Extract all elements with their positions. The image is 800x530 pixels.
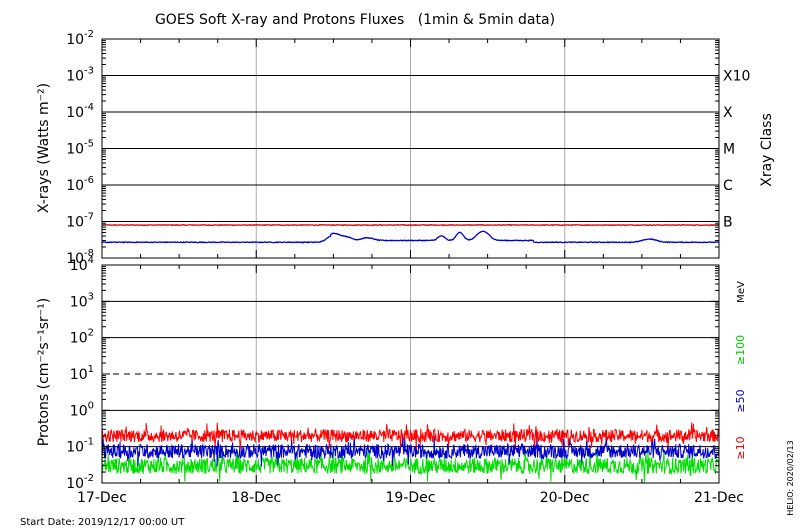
y-tick-label: 103: [70, 291, 94, 310]
xray-series-line: [101, 223, 720, 227]
y-tick-label: 100: [70, 400, 94, 419]
proton-y-axis-label: Protons (cm⁻²s⁻¹sr⁻¹): [36, 298, 52, 447]
y-tick-label: 104: [70, 255, 94, 274]
y-tick-label: 10-7: [66, 212, 94, 231]
y-tick-label: 10-3: [66, 66, 94, 85]
xray-class-axis-label: Xray Class: [759, 113, 775, 187]
x-tick-labels: 17-Dec 18-Dec 19-Dec 20-Dec 21-Dec: [77, 39, 744, 506]
xray-class-label: B: [723, 215, 733, 231]
legend-ge50: ≥50: [734, 389, 747, 412]
x-tick-label: 17-Dec: [77, 490, 127, 506]
xray-class-label: X10: [723, 69, 750, 85]
proton-series-line: [101, 447, 720, 483]
y-tick-label: 102: [70, 328, 94, 347]
start-date: Start Date: 2019/12/17 00:00 UT: [20, 517, 185, 528]
xray-class-label: C: [723, 178, 733, 194]
xray-class-labels: B C M X X10: [723, 69, 750, 231]
y-tick-label: 10-2: [66, 473, 94, 492]
xray-series: [101, 223, 720, 244]
xray-grid: [102, 39, 719, 258]
x-tick-label: 21-Dec: [694, 490, 744, 506]
legend-ge100: ≥100: [734, 335, 747, 365]
chart-title: GOES Soft X-ray and Protons Fluxes (1min…: [155, 12, 555, 28]
credit-label: HELIO: 2020/02/13: [786, 440, 795, 515]
xray-y-tick-labels: 10-8 10-7 10-6 10-5 10-4 10-3 10-2: [66, 29, 719, 267]
y-tick-label: 10-1: [66, 437, 94, 456]
xray-series-line: [101, 230, 720, 244]
xray-class-label: M: [723, 142, 735, 158]
y-tick-label: 10-8: [66, 248, 94, 267]
x-tick-label: 20-Dec: [540, 490, 590, 506]
proton-y-tick-labels: 10-2 10-1 100 101 102 103 104: [66, 255, 719, 492]
xray-y-axis-label: X-rays (Watts m⁻²): [36, 83, 52, 213]
proton-unit-label: MeV: [736, 281, 747, 303]
proton-series: [101, 422, 720, 483]
proton-panel: 10-2 10-1 100 101 102 103 104 Protons (cm⁻²s⁻¹…: [36, 255, 747, 492]
proton-series-line: [101, 435, 720, 467]
y-tick-label: 10-2: [66, 29, 94, 48]
y-tick-label: 10-4: [66, 102, 94, 121]
x-tick-label: 18-Dec: [231, 490, 281, 506]
xray-panel: 10-8 10-7 10-6 10-5 10-4 10-3 10-2 B C M X X10 X-r…: [36, 29, 775, 267]
x-tick-label: 19-Dec: [386, 490, 436, 506]
y-tick-label: 10-5: [66, 139, 94, 158]
xray-class-label: X: [723, 105, 733, 121]
proton-series-line: [101, 422, 720, 450]
y-tick-label: 10-6: [66, 175, 94, 194]
legend-ge10: ≥10: [734, 436, 747, 459]
y-tick-label: 101: [70, 364, 94, 383]
